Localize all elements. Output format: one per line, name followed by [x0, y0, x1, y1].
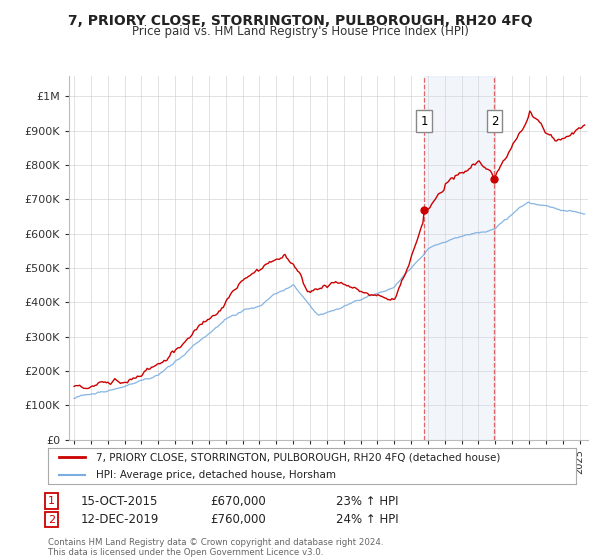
Text: 12-DEC-2019: 12-DEC-2019	[81, 513, 160, 526]
Text: Contains HM Land Registry data © Crown copyright and database right 2024.
This d: Contains HM Land Registry data © Crown c…	[48, 538, 383, 557]
Text: 23% ↑ HPI: 23% ↑ HPI	[336, 494, 398, 508]
Text: 2: 2	[48, 515, 55, 525]
Text: 2: 2	[491, 115, 498, 128]
Text: 1: 1	[421, 115, 428, 128]
Bar	[424, 76, 494, 440]
Text: 7, PRIORY CLOSE, STORRINGTON, PULBOROUGH, RH20 4FQ (detached house): 7, PRIORY CLOSE, STORRINGTON, PULBOROUGH…	[95, 452, 500, 462]
Text: £760,000: £760,000	[210, 513, 266, 526]
Text: 15-OCT-2015: 15-OCT-2015	[81, 494, 158, 508]
Text: £670,000: £670,000	[210, 494, 266, 508]
Text: HPI: Average price, detached house, Horsham: HPI: Average price, detached house, Hors…	[95, 470, 335, 480]
Text: 7, PRIORY CLOSE, STORRINGTON, PULBOROUGH, RH20 4FQ: 7, PRIORY CLOSE, STORRINGTON, PULBOROUGH…	[68, 14, 532, 28]
Text: Price paid vs. HM Land Registry's House Price Index (HPI): Price paid vs. HM Land Registry's House …	[131, 25, 469, 38]
Text: 1: 1	[48, 496, 55, 506]
Text: 24% ↑ HPI: 24% ↑ HPI	[336, 513, 398, 526]
